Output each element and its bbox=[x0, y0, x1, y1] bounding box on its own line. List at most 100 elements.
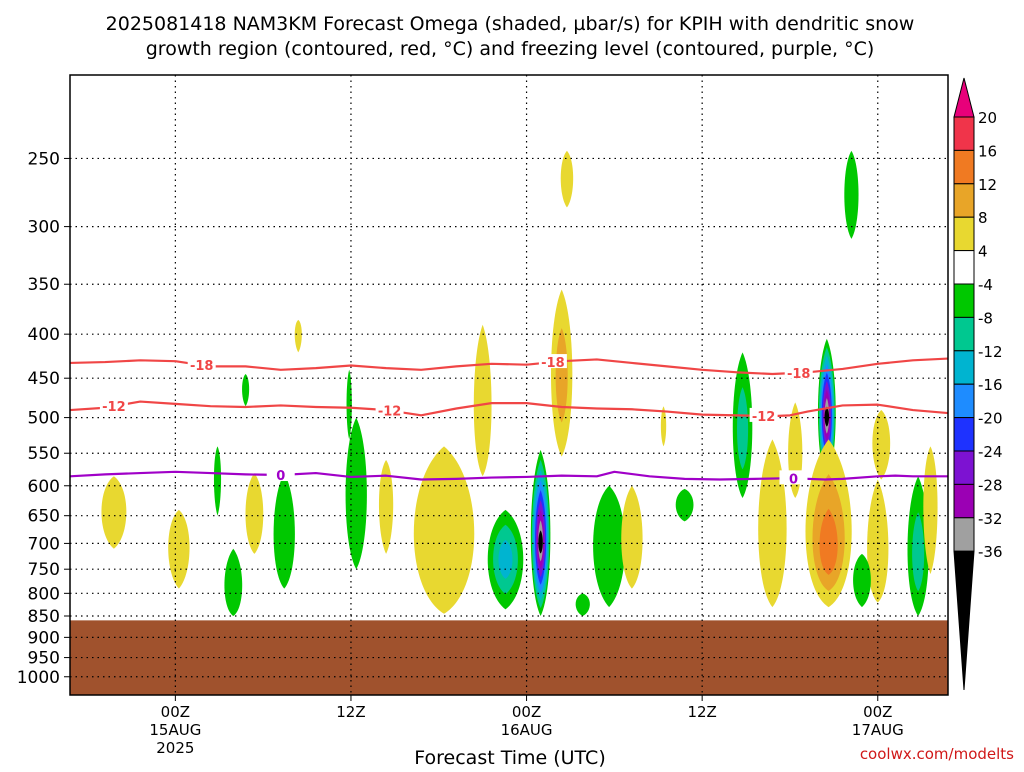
contour-line--12 bbox=[70, 400, 948, 418]
omega-cell-27-ring-0 bbox=[560, 150, 574, 208]
contour-label-bg-1-2 bbox=[749, 407, 778, 422]
omega-cell-15-ring-1 bbox=[912, 512, 925, 592]
contour-label-0-2: -18 bbox=[787, 367, 811, 382]
colorbar-segment-10 bbox=[953, 450, 975, 485]
contour-label-2-1: 0 bbox=[789, 472, 798, 487]
colorbar-label-9: -20 bbox=[978, 410, 1003, 428]
omega-shading bbox=[101, 150, 938, 616]
omega-cell-2-ring-0 bbox=[593, 485, 626, 608]
colorbar-segment-1 bbox=[953, 149, 975, 185]
omega-cell-13-ring-0 bbox=[867, 479, 889, 603]
colorbar-label-11: -28 bbox=[978, 476, 1003, 494]
colorbar-label-8: -16 bbox=[978, 376, 1003, 394]
pressure-axis: 2503003504004505005506006507007508008509… bbox=[17, 149, 70, 688]
contour-label-2-0: 0 bbox=[276, 469, 285, 484]
x-tick-sublabel-0: 15AUG bbox=[149, 721, 201, 739]
omega-cell-7-ring-0 bbox=[413, 446, 475, 614]
y-tick-label-500: 500 bbox=[28, 409, 60, 429]
plot-frame bbox=[69, 74, 949, 696]
contour-label-0-1: -18 bbox=[541, 356, 565, 371]
y-tick-label-250: 250 bbox=[28, 149, 60, 169]
x-tick-label-40: 00Z bbox=[863, 703, 892, 721]
colorbar-label-4: 4 bbox=[978, 243, 988, 261]
y-tick-label-800: 800 bbox=[28, 584, 60, 604]
y-tick-label-750: 750 bbox=[28, 560, 60, 580]
colorbar-segment-3 bbox=[953, 216, 975, 252]
y-tick-label-850: 850 bbox=[28, 607, 60, 627]
x-tick-label-30: 12Z bbox=[687, 703, 716, 721]
omega-cell-6-ring-0 bbox=[758, 439, 787, 608]
colorbar-bottom-triangle bbox=[953, 550, 975, 691]
x-axis-label: Forecast Time (UTC) bbox=[414, 747, 605, 768]
ground-area bbox=[70, 620, 948, 695]
omega-cell-4-ring-8 bbox=[824, 406, 830, 427]
y-tick-label-550: 550 bbox=[28, 444, 60, 464]
x-tick-sublabel-40: 17AUG bbox=[852, 721, 904, 739]
colorbar-segment-9 bbox=[953, 417, 975, 452]
contour-label-bg-0-0 bbox=[187, 357, 216, 372]
contour-label-bg-1-0 bbox=[99, 398, 128, 413]
colorbar-segment-5 bbox=[953, 283, 975, 318]
chart-title-line1: 2025081418 NAM3KM Forecast Omega (shaded… bbox=[106, 13, 915, 35]
y-tick-label-350: 350 bbox=[28, 275, 60, 295]
colorbar-top-triangle bbox=[953, 77, 975, 118]
omega-cell-20-ring-0 bbox=[213, 446, 222, 516]
temperature-contours: -18 -18 -18 -12 -12 -12 0 0 bbox=[70, 354, 948, 487]
omega-cell-12-ring-0 bbox=[621, 485, 643, 589]
omega-cell-16-ring-0 bbox=[923, 446, 938, 575]
omega-cell-0-ring-8 bbox=[538, 530, 543, 554]
y-tick-label-450: 450 bbox=[28, 369, 60, 389]
omega-cell-30-ring-0 bbox=[675, 488, 694, 522]
colorbar-segment-11 bbox=[953, 483, 975, 519]
contour-label-1-2: -12 bbox=[752, 410, 776, 425]
colorbar-label-7: -12 bbox=[978, 343, 1003, 361]
omega-cell-14-ring-0 bbox=[872, 410, 891, 480]
omega-cell-8-ring-1 bbox=[555, 328, 568, 423]
x-tick-sublabel2-0: 2025 bbox=[156, 739, 194, 757]
omega-cell-25-ring-0 bbox=[242, 374, 250, 407]
colorbar-label-10: -24 bbox=[978, 443, 1003, 461]
contour-label-1-1: -12 bbox=[378, 405, 402, 420]
credit-text: coolwx.com/modelts bbox=[860, 745, 1014, 763]
contour-label-bg-0-1 bbox=[538, 354, 567, 369]
omega-cell-23-ring-0 bbox=[273, 473, 295, 589]
ground-fill bbox=[70, 620, 948, 695]
omega-cell-1-ring-2 bbox=[498, 539, 513, 579]
colorbar-segment-0 bbox=[953, 116, 975, 151]
colorbar-segment-8 bbox=[953, 383, 975, 419]
omega-cell-29-ring-0 bbox=[660, 406, 667, 447]
chart-title-line2: growth region (contoured, red, °C) and f… bbox=[146, 38, 875, 60]
omega-cell-31-ring-0 bbox=[575, 593, 590, 616]
contour-label-0-0: -18 bbox=[190, 359, 214, 374]
x-tick-label-0: 00Z bbox=[161, 703, 190, 721]
omega-cell-19-ring-0 bbox=[168, 509, 190, 589]
y-tick-label-950: 950 bbox=[28, 649, 60, 669]
x-tick-label-20: 00Z bbox=[512, 703, 541, 721]
y-tick-label-1000: 1000 bbox=[17, 668, 60, 688]
omega-cell-24-ring-0 bbox=[294, 319, 302, 353]
grid-lines bbox=[70, 75, 948, 695]
colorbar-segment-7 bbox=[953, 350, 975, 385]
omega-cell-28-ring-0 bbox=[844, 150, 859, 239]
colorbar-label-6: -8 bbox=[978, 309, 993, 327]
y-tick-label-300: 300 bbox=[28, 218, 60, 238]
contour-label-bg-1-1 bbox=[375, 402, 404, 417]
omega-cell-21-ring-0 bbox=[224, 548, 243, 616]
colorbar-segment-12 bbox=[953, 517, 975, 552]
y-tick-label-400: 400 bbox=[28, 325, 60, 345]
x-tick-label-10: 12Z bbox=[336, 703, 365, 721]
colorbar: 20 16 12 8 4 -4 -8 -12 -16 -20 -24 -28 -32 -36 bbox=[953, 77, 1003, 691]
x-tick-sublabel-20: 16AUG bbox=[501, 721, 553, 739]
colorbar-segment-6 bbox=[953, 316, 975, 352]
y-tick-label-900: 900 bbox=[28, 628, 60, 648]
omega-cell-10-ring-0 bbox=[345, 417, 367, 570]
omega-cell-3-ring-1 bbox=[737, 387, 749, 470]
omega-cell-11-ring-0 bbox=[378, 459, 394, 554]
colorbar-label-2: 12 bbox=[978, 176, 997, 194]
y-tick-label-600: 600 bbox=[28, 477, 60, 497]
omega-cell-18-ring-0 bbox=[101, 476, 127, 549]
colorbar-label-12: -32 bbox=[978, 510, 1003, 528]
